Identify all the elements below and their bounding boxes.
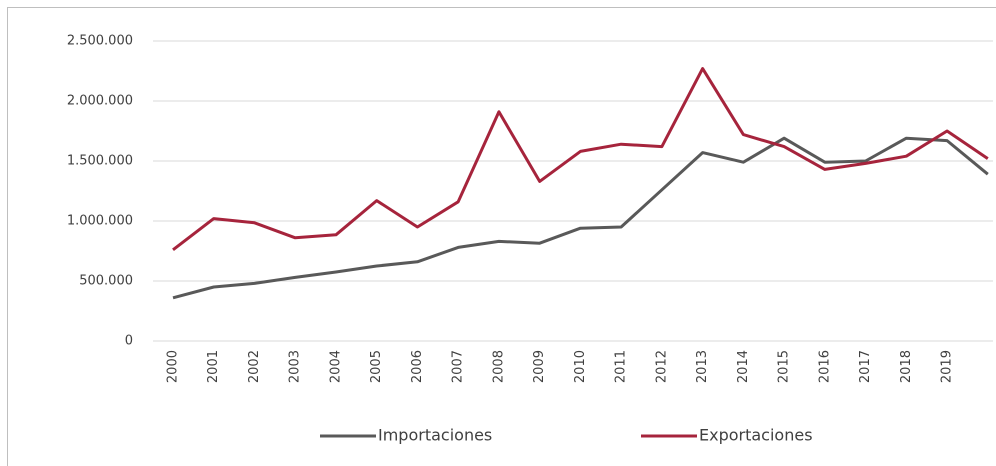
x-tick-label: 2005 bbox=[369, 350, 384, 383]
y-tick-label: 500.000 bbox=[79, 274, 133, 289]
x-tick-label: 2003 bbox=[288, 350, 303, 383]
legend-label: Importaciones bbox=[378, 426, 492, 445]
x-tick-label: 2006 bbox=[410, 350, 425, 383]
x-tick-label: 2013 bbox=[695, 350, 710, 383]
legend: Importaciones Exportaciones bbox=[320, 426, 813, 445]
x-tick-label: 2011 bbox=[614, 350, 629, 383]
x-tick-label: 2009 bbox=[532, 350, 547, 383]
legend-label: Exportaciones bbox=[699, 426, 813, 445]
x-tick-label: 2004 bbox=[328, 350, 343, 383]
y-tick-label: 2.500.000 bbox=[67, 34, 133, 49]
x-tick-label: 2019 bbox=[940, 350, 955, 383]
x-tick-label: 2012 bbox=[654, 350, 669, 383]
y-tick-label: 1.500.000 bbox=[67, 154, 133, 169]
series-line bbox=[172, 136, 989, 300]
x-tick-label: 2007 bbox=[451, 350, 466, 383]
x-tick-label: 2010 bbox=[573, 350, 588, 383]
x-tick-label: 2017 bbox=[858, 350, 873, 383]
x-tick-label: 2018 bbox=[899, 350, 914, 383]
y-tick-label: 1.000.000 bbox=[67, 214, 133, 229]
y-tick-label: 0 bbox=[125, 334, 133, 349]
x-tick-label: 2000 bbox=[166, 350, 181, 383]
x-tick-label: 2002 bbox=[247, 350, 262, 383]
x-tick-label: 2008 bbox=[491, 350, 506, 383]
x-tick-label: 2015 bbox=[777, 350, 792, 383]
frame bbox=[7, 7, 996, 466]
y-tick-label: 2.000.000 bbox=[67, 94, 133, 109]
series-line bbox=[172, 67, 989, 251]
x-tick-label: 2014 bbox=[736, 350, 751, 383]
x-tick-label: 2001 bbox=[206, 350, 221, 383]
x-tick-label: 2016 bbox=[817, 350, 832, 383]
